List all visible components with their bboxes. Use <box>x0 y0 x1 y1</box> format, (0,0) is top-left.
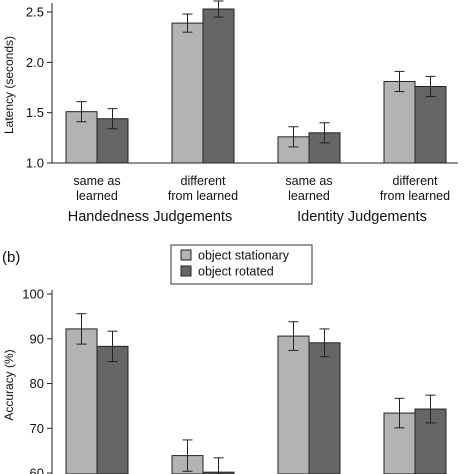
latency-bar <box>383 80 416 164</box>
accuracy-bar <box>383 412 416 474</box>
category-label: same as <box>73 174 120 188</box>
legend-swatch <box>180 249 192 261</box>
accuracy-y-axis-label: Accuracy (%) <box>2 349 16 420</box>
accuracy-chart: 60 70 80 90 100 Accuracy (%) <box>2 287 447 474</box>
accuracy-bar <box>277 335 310 474</box>
legend-box <box>170 244 313 285</box>
accuracy-y-tick-label: 100 <box>22 287 44 302</box>
accuracy-bar <box>65 328 98 474</box>
latency-y-tick-label: 1.0 <box>26 156 44 171</box>
latency-bar <box>414 86 447 164</box>
accuracy-bar <box>308 342 341 474</box>
latency-bar <box>202 8 235 164</box>
category-label: different <box>393 174 438 188</box>
category-label: from learned <box>380 189 450 203</box>
panel-b-label: (b) <box>2 249 20 266</box>
accuracy-y-tick-label: 80 <box>30 376 44 391</box>
legend-swatch <box>180 265 192 277</box>
accuracy-y-tick-label: 70 <box>30 421 44 436</box>
legend-label: object rotated <box>198 265 274 279</box>
legend: object stationary object rotated <box>170 244 313 285</box>
category-label: from learned <box>168 189 238 203</box>
legend-label: object stationary <box>198 249 290 263</box>
category-label: different <box>181 174 226 188</box>
accuracy-y-tick-label: 90 <box>30 331 44 346</box>
accuracy-bar <box>96 345 129 474</box>
category-label: learned <box>76 189 118 203</box>
accuracy-y-tick-label: 60 <box>30 466 44 474</box>
category-label: same as <box>285 174 332 188</box>
latency-y-tick-label: 2.0 <box>26 55 44 70</box>
latency-bar <box>171 22 204 164</box>
group-label: Handedness Judgements <box>68 209 232 225</box>
latency-y-axis-label: Latency (seconds) <box>2 36 16 134</box>
latency-y-tick-label: 2.5 <box>26 5 44 20</box>
group-label: Identity Judgements <box>297 209 427 225</box>
category-label: learned <box>288 189 330 203</box>
latency-y-tick-label: 1.5 <box>26 105 44 120</box>
